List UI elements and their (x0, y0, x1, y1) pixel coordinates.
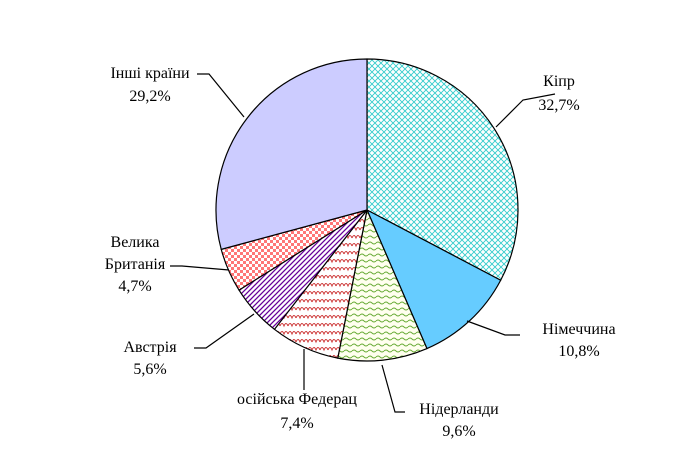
pie-slice-7 (215, 58, 368, 250)
category-label-6-line-2: Британія (105, 256, 166, 273)
category-label-7: Інші країни (110, 65, 190, 82)
value-label-5: 5,6% (133, 361, 166, 378)
leader-line-3 (381, 364, 405, 413)
slice-labels: Кіпр 32,7% Німеччина 10,8% Нідерланди 9,6% осі… (105, 65, 616, 440)
category-label-6-line-1: Велика (111, 234, 160, 251)
leader-line-7 (197, 73, 245, 118)
leader-line-2 (466, 320, 520, 336)
leader-line-5 (194, 313, 255, 349)
category-label-3: Нідерланди (419, 401, 499, 418)
value-label-3: 9,6% (442, 423, 475, 440)
value-label-7: 29,2% (129, 88, 170, 105)
value-label-2: 10,8% (558, 343, 599, 360)
value-label-6: 4,7% (118, 278, 151, 295)
value-label-4: 7,4% (280, 415, 313, 432)
category-label-1: Кіпр (543, 73, 575, 90)
category-label-4: осійська Федерац (237, 391, 357, 408)
pie-slices (215, 58, 519, 362)
category-label-5: Австрія (123, 339, 177, 356)
value-label-1: 32,7% (538, 97, 579, 114)
category-label-2: Німеччина (542, 321, 615, 338)
pie-slice-2 (366, 209, 502, 350)
leader-line-6 (170, 265, 230, 271)
leader-line-1 (495, 93, 556, 128)
pie-slice-1 (366, 58, 519, 281)
leader-lines (170, 73, 556, 413)
